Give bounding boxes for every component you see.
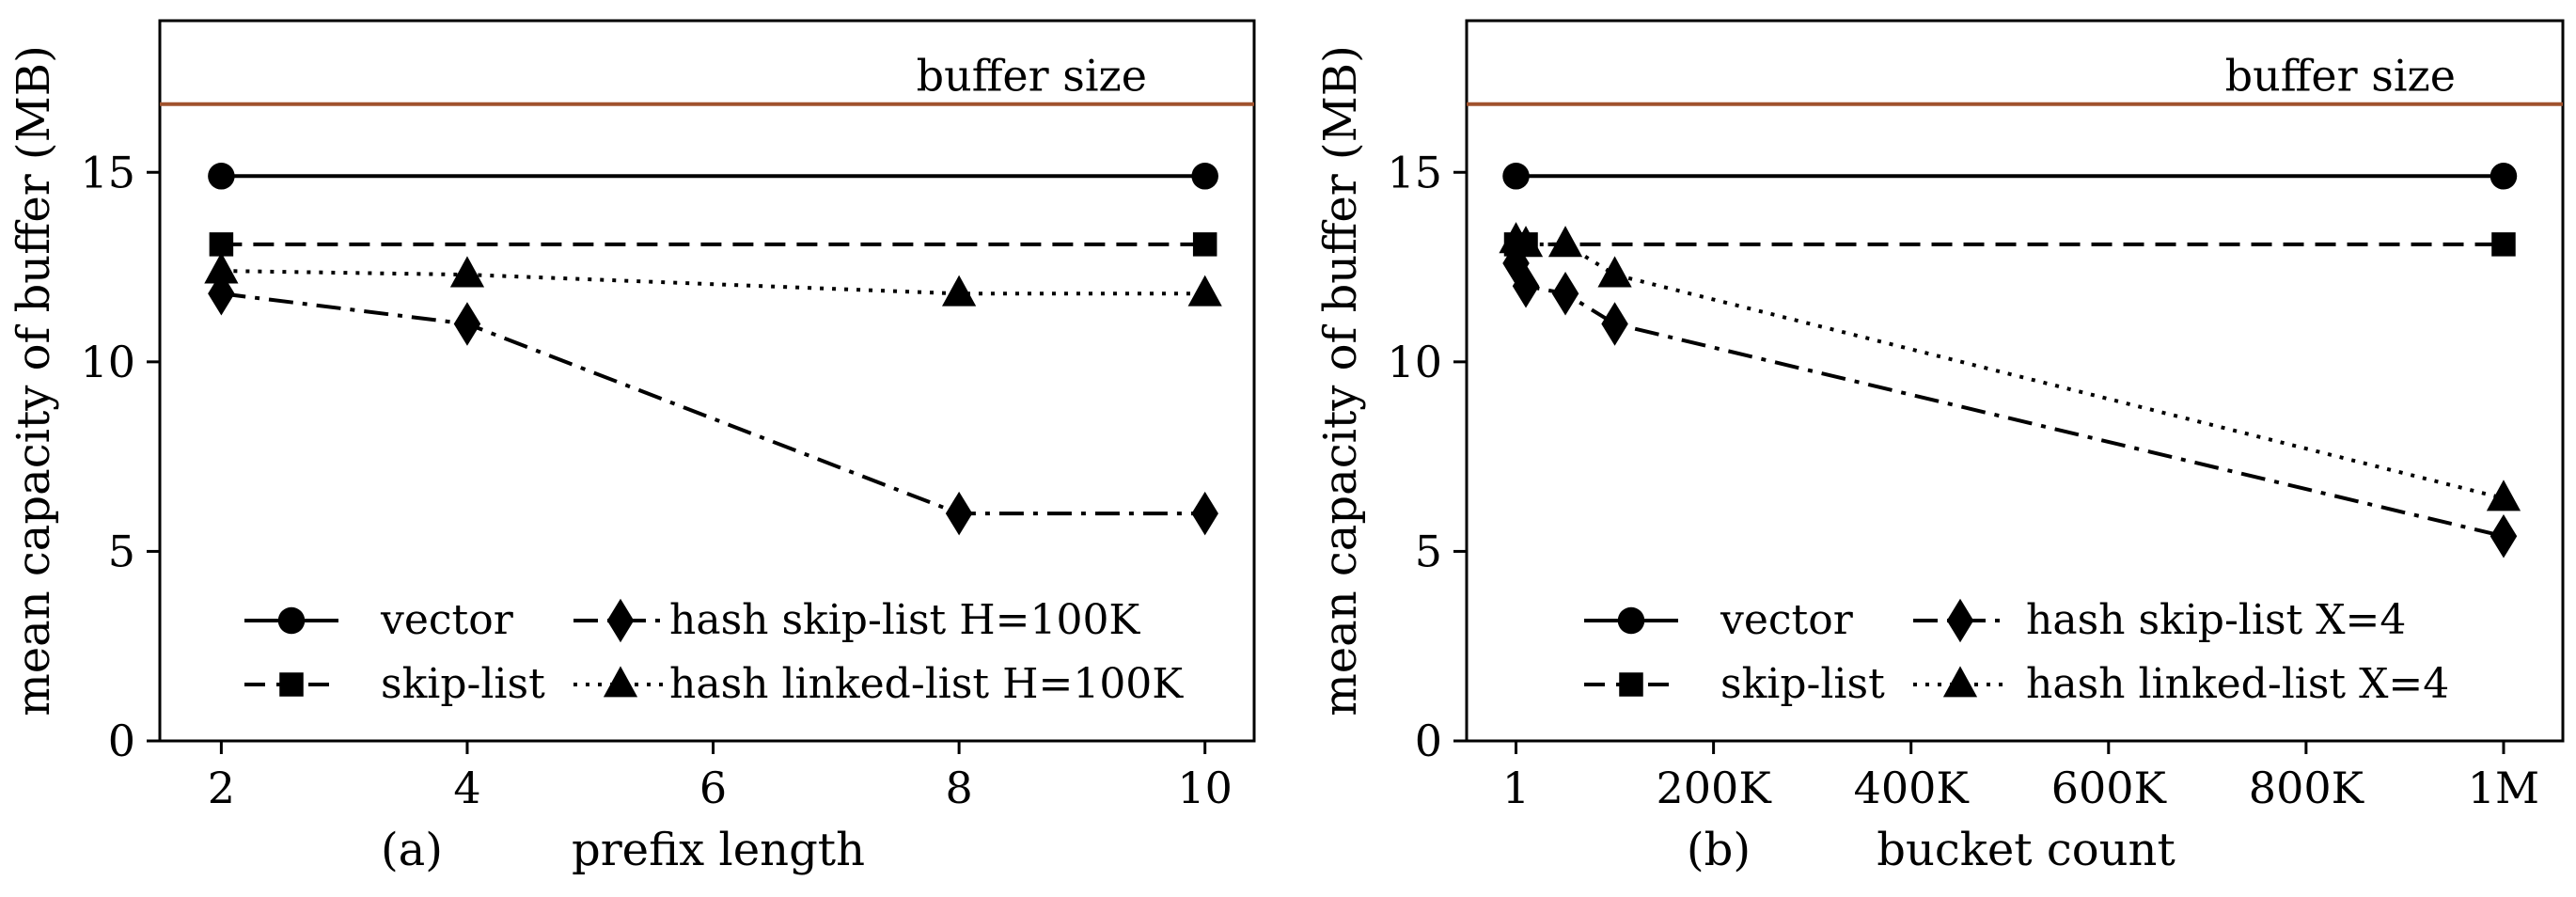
x-tick-label: 4	[453, 763, 480, 813]
series-triangle	[1499, 222, 2521, 511]
data-point-diamond	[945, 491, 973, 536]
series-line	[221, 291, 1205, 516]
legend-marker-triangle	[603, 666, 638, 698]
data-point-triangle	[1597, 256, 1632, 288]
legend-entry: skip-list	[1584, 660, 1885, 708]
y-tick-label: 0	[1415, 716, 1442, 766]
data-point-square	[2491, 232, 2516, 257]
x-axis-title: bucket count	[1877, 824, 2175, 876]
x-tick-label: 1	[1502, 763, 1530, 813]
data-point-square	[209, 232, 234, 257]
legend-marker-triangle	[1942, 666, 1978, 698]
y-tick-label: 5	[108, 526, 135, 576]
legend-marker-diamond	[1946, 598, 1974, 643]
y-axis-title: mean capacity of buffer (MB)	[1314, 45, 1367, 716]
y-axis-title: mean capacity of buffer (MB)	[8, 45, 60, 716]
y-tick-label: 5	[1415, 526, 1442, 576]
x-tick-label: 2	[208, 763, 235, 813]
legend-entry: hash linked-list X=4	[1913, 660, 2449, 708]
data-point-diamond	[1512, 263, 1540, 308]
legend-entry: hash skip-list X=4	[1913, 596, 2406, 644]
x-axis-title: prefix length	[572, 824, 865, 876]
legend-marker-circle	[1617, 606, 1645, 635]
series-circle	[208, 163, 1218, 190]
legend-marker-square	[279, 672, 304, 697]
panel-a: 0 5 10 15 2 4 6 8 10 prefix length mean capacity o…	[8, 19, 1256, 876]
data-point-circle	[1502, 163, 1530, 190]
x-tick-label: 10	[1177, 763, 1233, 813]
series-circle	[1502, 163, 2518, 190]
y-tick-label: 10	[1387, 337, 1442, 387]
data-point-circle	[1191, 163, 1218, 190]
buffer-size-label: buffer size	[917, 51, 1147, 102]
data-point-triangle	[2486, 480, 2521, 511]
x-tick-label: 200K	[1657, 763, 1773, 813]
legend-label: vector	[1720, 596, 1854, 644]
data-point-diamond	[2490, 514, 2518, 559]
legend-marker-diamond	[606, 598, 635, 643]
legend-label: skip-list	[381, 660, 545, 708]
panel-label: (a)	[381, 824, 443, 876]
data-point-triangle	[941, 275, 977, 307]
data-point-square	[1192, 232, 1217, 257]
panel-label: (b)	[1687, 824, 1751, 876]
data-point-triangle	[1547, 226, 1583, 258]
series-line	[1514, 262, 2505, 539]
data-point-triangle	[1187, 275, 1222, 307]
legend-label: vector	[380, 596, 514, 644]
buffer-size-label: buffer size	[2225, 51, 2456, 102]
plot-frame	[158, 19, 1256, 743]
series-line	[221, 269, 1205, 296]
panel-b: 0 5 10 15 1 200K 400K 600K 800K 1M bucket count mea…	[1314, 19, 2565, 876]
legend-entry: hash skip-list H=100K	[573, 596, 1140, 644]
x-tick-label: 400K	[1854, 763, 1971, 813]
data-point-triangle	[1508, 226, 1544, 258]
data-point-diamond	[1551, 272, 1579, 316]
series-square	[209, 232, 1217, 257]
data-point-circle	[2490, 163, 2518, 190]
x-tick-label: 600K	[2051, 763, 2168, 813]
y-tick-label: 10	[80, 337, 135, 387]
series-line	[1515, 238, 2505, 500]
series-square	[1503, 232, 2516, 257]
y-tick-label: 15	[1387, 147, 1442, 197]
x-tick-label: 800K	[2249, 763, 2365, 813]
x-tick-label: 8	[945, 763, 972, 813]
data-point-triangle	[449, 256, 485, 288]
legend-label: hash skip-list X=4	[2026, 596, 2406, 644]
series-triangle	[204, 252, 1222, 307]
x-tick-label: 1M	[2468, 763, 2539, 813]
legend-label: hash linked-list X=4	[2026, 660, 2449, 708]
legend-marker-square	[1619, 672, 1643, 697]
data-point-circle	[208, 163, 235, 190]
y-tick-label: 0	[108, 716, 135, 766]
y-tick-label: 15	[80, 147, 135, 197]
data-point-diamond	[1601, 302, 1628, 346]
series-diamond	[1502, 241, 2518, 559]
legend-entry: skip-list	[244, 660, 545, 708]
data-point-diamond	[453, 302, 481, 346]
plot-frame	[1465, 19, 2565, 743]
legend-label: hash skip-list H=100K	[669, 596, 1140, 644]
legend-entry: vector	[1584, 596, 1854, 644]
data-point-triangle	[204, 252, 239, 284]
legend-marker-circle	[277, 606, 306, 635]
legend-label: hash linked-list H=100K	[669, 660, 1184, 708]
data-point-diamond	[1191, 491, 1218, 536]
series-diamond	[208, 272, 1218, 536]
legend-entry: vector	[244, 596, 514, 644]
legend-entry: hash linked-list H=100K	[573, 660, 1184, 708]
x-tick-label: 6	[699, 763, 727, 813]
legend-label: skip-list	[1720, 660, 1885, 708]
